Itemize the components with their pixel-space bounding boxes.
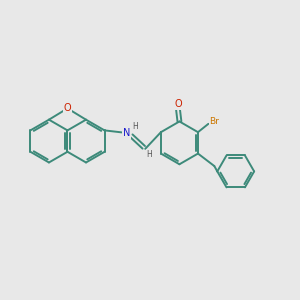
Text: O: O: [64, 103, 71, 113]
Text: O: O: [174, 99, 182, 109]
Text: N: N: [123, 128, 130, 138]
Text: Br: Br: [209, 117, 219, 126]
Text: H: H: [146, 150, 152, 159]
Text: H: H: [132, 122, 138, 131]
